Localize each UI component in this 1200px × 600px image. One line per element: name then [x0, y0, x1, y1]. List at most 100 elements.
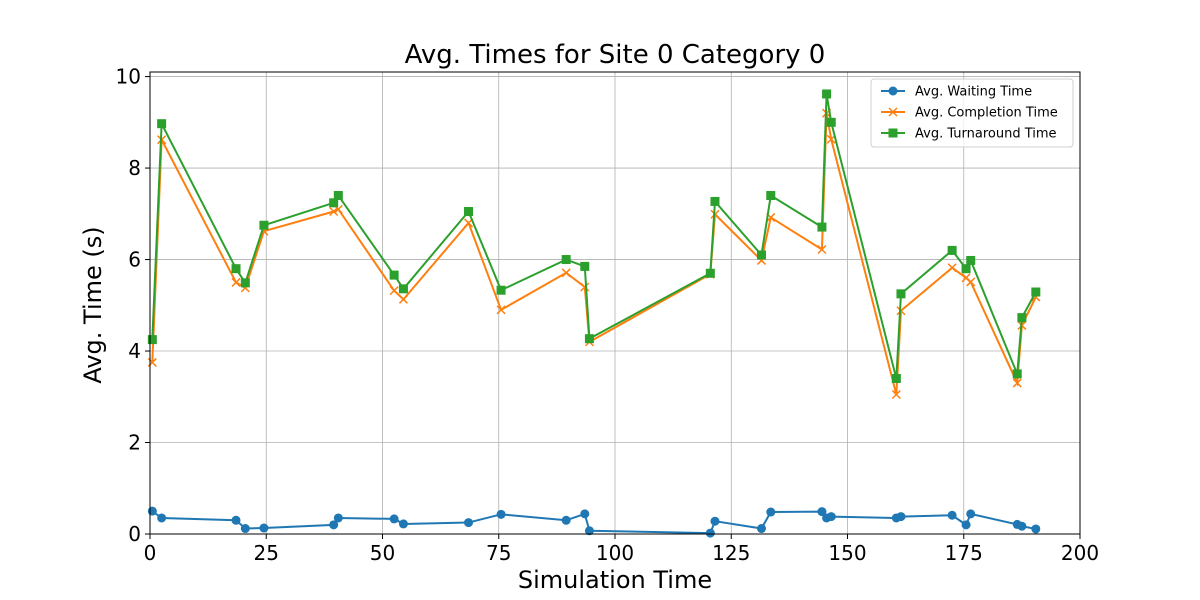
data-point-avg-waiting-time — [961, 520, 971, 530]
x-axis-label: Simulation Time — [518, 566, 712, 594]
x-tick-label: 175 — [945, 541, 983, 565]
data-point-avg-waiting-time — [496, 509, 506, 519]
data-point-avg-turnaround-time — [817, 222, 827, 232]
legend-marker-avg-turnaround-time — [888, 128, 898, 138]
data-point-avg-waiting-time — [826, 512, 836, 522]
data-point-avg-turnaround-time — [398, 284, 408, 294]
x-tick-label: 100 — [596, 541, 634, 565]
x-tick-label: 75 — [486, 541, 511, 565]
data-point-avg-waiting-time — [240, 524, 250, 534]
series-avg-waiting-time — [147, 506, 1041, 538]
data-point-avg-waiting-time — [333, 513, 343, 523]
data-point-avg-turnaround-time — [329, 198, 339, 208]
data-point-avg-completion-time — [966, 277, 976, 287]
data-point-avg-waiting-time — [147, 506, 157, 516]
data-point-avg-turnaround-time — [389, 270, 399, 280]
data-point-avg-completion-time — [561, 268, 571, 278]
data-point-avg-waiting-time — [561, 515, 571, 525]
data-point-avg-waiting-time — [705, 528, 715, 538]
data-point-avg-turnaround-time — [1031, 287, 1041, 297]
data-point-avg-waiting-time — [259, 523, 269, 533]
x-tick-label: 200 — [1061, 541, 1099, 565]
data-point-avg-waiting-time — [584, 526, 594, 536]
data-point-avg-waiting-time — [756, 524, 766, 534]
data-point-avg-completion-time — [329, 206, 339, 217]
data-point-avg-turnaround-time — [584, 334, 594, 344]
data-point-avg-turnaround-time — [756, 250, 766, 260]
data-point-avg-turnaround-time — [561, 255, 571, 265]
data-point-avg-turnaround-time — [231, 264, 241, 274]
data-point-avg-completion-time — [580, 282, 590, 292]
data-point-avg-waiting-time — [1017, 521, 1027, 531]
x-tick-label: 0 — [144, 541, 157, 565]
data-point-avg-completion-time — [947, 263, 957, 273]
data-point-avg-turnaround-time — [1012, 369, 1022, 379]
data-point-avg-turnaround-time — [896, 289, 906, 299]
data-point-avg-turnaround-time — [961, 264, 971, 274]
data-point-avg-waiting-time — [766, 507, 776, 517]
x-tick-label: 150 — [828, 541, 866, 565]
data-point-avg-completion-time — [817, 244, 827, 255]
x-tick-label: 125 — [712, 541, 750, 565]
series-line-avg-completion-time — [151, 112, 1037, 395]
data-point-avg-completion-time — [389, 286, 399, 296]
data-point-avg-completion-time — [398, 294, 408, 304]
data-point-avg-turnaround-time — [710, 196, 720, 206]
y-axis-label: Avg. Time (s) — [79, 226, 107, 383]
y-tick-label: 0 — [128, 522, 141, 546]
data-point-avg-waiting-time — [464, 518, 474, 528]
legend-label-avg-turnaround-time: Avg. Turnaround Time — [915, 127, 1057, 142]
data-point-avg-turnaround-time — [826, 117, 836, 127]
data-point-avg-turnaround-time — [947, 245, 957, 255]
legend-marker-avg-waiting-time — [888, 86, 898, 96]
data-point-avg-waiting-time — [329, 520, 339, 530]
data-point-avg-turnaround-time — [464, 207, 474, 217]
data-point-avg-waiting-time — [389, 514, 399, 524]
data-point-avg-turnaround-time — [1017, 313, 1027, 323]
data-point-avg-turnaround-time — [705, 268, 715, 278]
series-avg-turnaround-time — [147, 89, 1041, 383]
data-point-avg-waiting-time — [157, 513, 167, 523]
y-tick-label: 4 — [128, 339, 141, 363]
axis-ticks: 0 25 50 75 100 125 150 175 200 0 2 4 6 8 10 — [116, 65, 1100, 565]
data-point-avg-waiting-time — [947, 510, 957, 520]
data-point-avg-turnaround-time — [259, 220, 269, 230]
data-point-avg-waiting-time — [580, 509, 590, 519]
x-tick-label: 50 — [370, 541, 395, 565]
y-tick-label: 6 — [128, 248, 141, 272]
legend: Avg. Waiting Time Avg. Completion Time Avg… — [870, 78, 1074, 148]
legend-marker-avg-completion-time — [888, 107, 898, 117]
data-point-avg-turnaround-time — [240, 278, 250, 288]
y-tick-label: 2 — [128, 431, 141, 455]
data-point-avg-turnaround-time — [822, 89, 832, 99]
data-point-avg-completion-time — [496, 305, 506, 315]
data-point-avg-waiting-time — [398, 519, 408, 529]
series-avg-completion-time — [147, 108, 1041, 400]
data-point-avg-waiting-time — [817, 507, 827, 517]
data-point-avg-turnaround-time — [766, 191, 776, 201]
data-point-avg-completion-time — [1012, 378, 1022, 388]
x-tick-label: 25 — [254, 541, 279, 565]
data-point-avg-turnaround-time — [147, 335, 157, 345]
data-point-avg-turnaround-time — [157, 119, 167, 129]
chart-title: Avg. Times for Site 0 Category 0 — [405, 40, 826, 70]
series-group — [147, 89, 1041, 538]
legend-box — [870, 78, 1074, 148]
y-tick-label: 8 — [128, 156, 141, 180]
data-point-avg-turnaround-time — [580, 261, 590, 271]
data-point-avg-waiting-time — [1031, 524, 1041, 534]
data-point-avg-completion-time — [891, 389, 901, 400]
data-point-avg-turnaround-time — [966, 255, 976, 265]
data-point-avg-waiting-time — [966, 509, 976, 519]
data-point-avg-waiting-time — [231, 515, 241, 525]
data-point-avg-turnaround-time — [891, 373, 901, 383]
data-point-avg-turnaround-time — [496, 285, 506, 295]
y-tick-label: 10 — [116, 65, 141, 89]
data-point-avg-waiting-time — [896, 512, 906, 522]
data-point-avg-waiting-time — [710, 516, 720, 526]
data-point-avg-completion-time — [231, 277, 241, 287]
legend-label-avg-completion-time: Avg. Completion Time — [915, 106, 1058, 121]
data-point-avg-turnaround-time — [333, 191, 343, 201]
legend-label-avg-waiting-time: Avg. Waiting Time — [915, 85, 1032, 100]
